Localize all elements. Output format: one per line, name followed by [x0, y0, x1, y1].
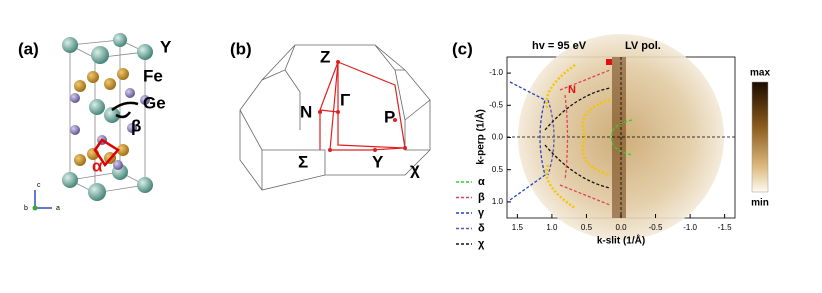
- symmetry-points-part: [403, 146, 407, 150]
- panel-label: (a): [18, 39, 39, 58]
- x-tick-label: -0.5: [649, 223, 663, 232]
- contours-part: [544, 87, 611, 189]
- point-label: χ: [410, 159, 420, 178]
- atom-label: Ge: [143, 93, 166, 112]
- atoms-part: [117, 68, 129, 80]
- atoms-part: [125, 88, 135, 98]
- x-tick-label: -1.0: [683, 223, 697, 232]
- energy-label: hv = 95 eV: [532, 40, 587, 52]
- atoms-part: [127, 123, 137, 133]
- axis-triad: [32, 190, 52, 211]
- x-tick-label: 1.0: [546, 223, 558, 232]
- panel-b: (b) Z Γ N P Σ Y χ: [230, 39, 431, 191]
- intensity-band: [612, 57, 626, 218]
- point-label: Z: [320, 47, 330, 66]
- axis-label: b: [24, 205, 28, 212]
- atoms-part: [70, 125, 80, 135]
- axis-label: c: [37, 182, 41, 189]
- y-tick-label: 0.0: [492, 133, 504, 142]
- contours-part: [564, 94, 569, 181]
- atoms-part: [113, 160, 123, 170]
- axis-triad-part: [32, 205, 38, 211]
- atoms-part: [74, 80, 86, 92]
- beta-arc: [111, 101, 139, 119]
- point-label: Y: [372, 152, 384, 171]
- axis-label: a: [56, 205, 60, 212]
- legend-label: α: [478, 176, 485, 188]
- atoms-part: [70, 93, 80, 103]
- contours-part: [545, 63, 576, 210]
- point-label: Γ: [340, 90, 350, 109]
- x-tick-label: 0.5: [581, 223, 593, 232]
- atoms-part: [62, 37, 78, 53]
- atoms-part: [74, 154, 86, 166]
- legend-label: β: [478, 191, 485, 203]
- x-tick-label: -1.5: [718, 223, 732, 232]
- atoms-part: [117, 144, 129, 156]
- symmetry-points-part: [373, 148, 377, 152]
- path-lines: [319, 61, 406, 151]
- colorbar-label: min: [751, 198, 769, 209]
- point-label: Σ: [298, 152, 308, 171]
- contours-part: [581, 98, 611, 177]
- atoms-part: [113, 33, 127, 47]
- symmetry-points: [318, 60, 407, 152]
- angle-label: β: [131, 116, 141, 135]
- panel-label: (c): [452, 39, 473, 58]
- y-tick-label: -1.0: [489, 68, 503, 77]
- contours-part: [509, 81, 546, 201]
- atoms-part: [87, 71, 99, 83]
- contours-part: [611, 119, 633, 156]
- legend-label: γ: [478, 207, 485, 219]
- legend-label: χ: [478, 238, 485, 250]
- path-lines-part: [319, 61, 406, 151]
- y-tick-label: 1.0: [492, 197, 504, 206]
- panel-a: (a) Y Fe Ge β α c b a: [18, 33, 172, 212]
- contours-part: [547, 99, 555, 176]
- contours-part: [559, 69, 611, 206]
- atoms-part: [91, 46, 109, 64]
- x-tick-label: 1.5: [512, 223, 524, 232]
- brillouin-zone-part: [239, 44, 431, 191]
- symmetry-points-part: [393, 118, 397, 122]
- point-label: N: [568, 84, 576, 96]
- symmetry-points-part: [336, 60, 340, 64]
- contours: [509, 63, 633, 210]
- marker: [606, 59, 612, 65]
- angle-label: α: [92, 156, 103, 175]
- legend-label: δ: [478, 222, 485, 234]
- alpha-bonds: [93, 138, 120, 168]
- x-axis-label: k-slit (1/Å): [597, 234, 645, 247]
- atom-label: Y: [160, 37, 172, 56]
- atoms-part: [140, 95, 150, 105]
- atoms-part: [89, 99, 105, 115]
- atom-label: Fe: [143, 66, 163, 85]
- atoms-part: [137, 177, 153, 193]
- colorbar-label: max: [750, 68, 770, 79]
- symmetry-points-part: [328, 148, 332, 152]
- symmetry-points-part: [336, 110, 340, 114]
- symmetry-points-part: [318, 110, 322, 114]
- atoms-part: [104, 78, 116, 90]
- atoms-part: [62, 172, 78, 188]
- polarization-label: LV pol.: [625, 40, 661, 52]
- atoms-part: [88, 183, 106, 201]
- y-tick-label: 0.5: [492, 165, 504, 174]
- panel-c: (c) N hv = 95 eV LV pol. k-slit (1/Å) k-…: [452, 34, 770, 247]
- panel-label: (b): [230, 39, 252, 58]
- y-tick-label: -0.5: [489, 100, 503, 109]
- x-tick-label: 0.0: [615, 223, 627, 232]
- brillouin-zone: [239, 44, 431, 191]
- point-label: P: [384, 107, 395, 126]
- colorbar: [751, 81, 769, 193]
- atoms-part: [104, 107, 120, 123]
- point-label: N: [300, 102, 312, 121]
- atoms: [62, 33, 153, 201]
- atoms-part: [137, 44, 153, 60]
- y-axis-label: k-perp (1/Å): [474, 109, 487, 165]
